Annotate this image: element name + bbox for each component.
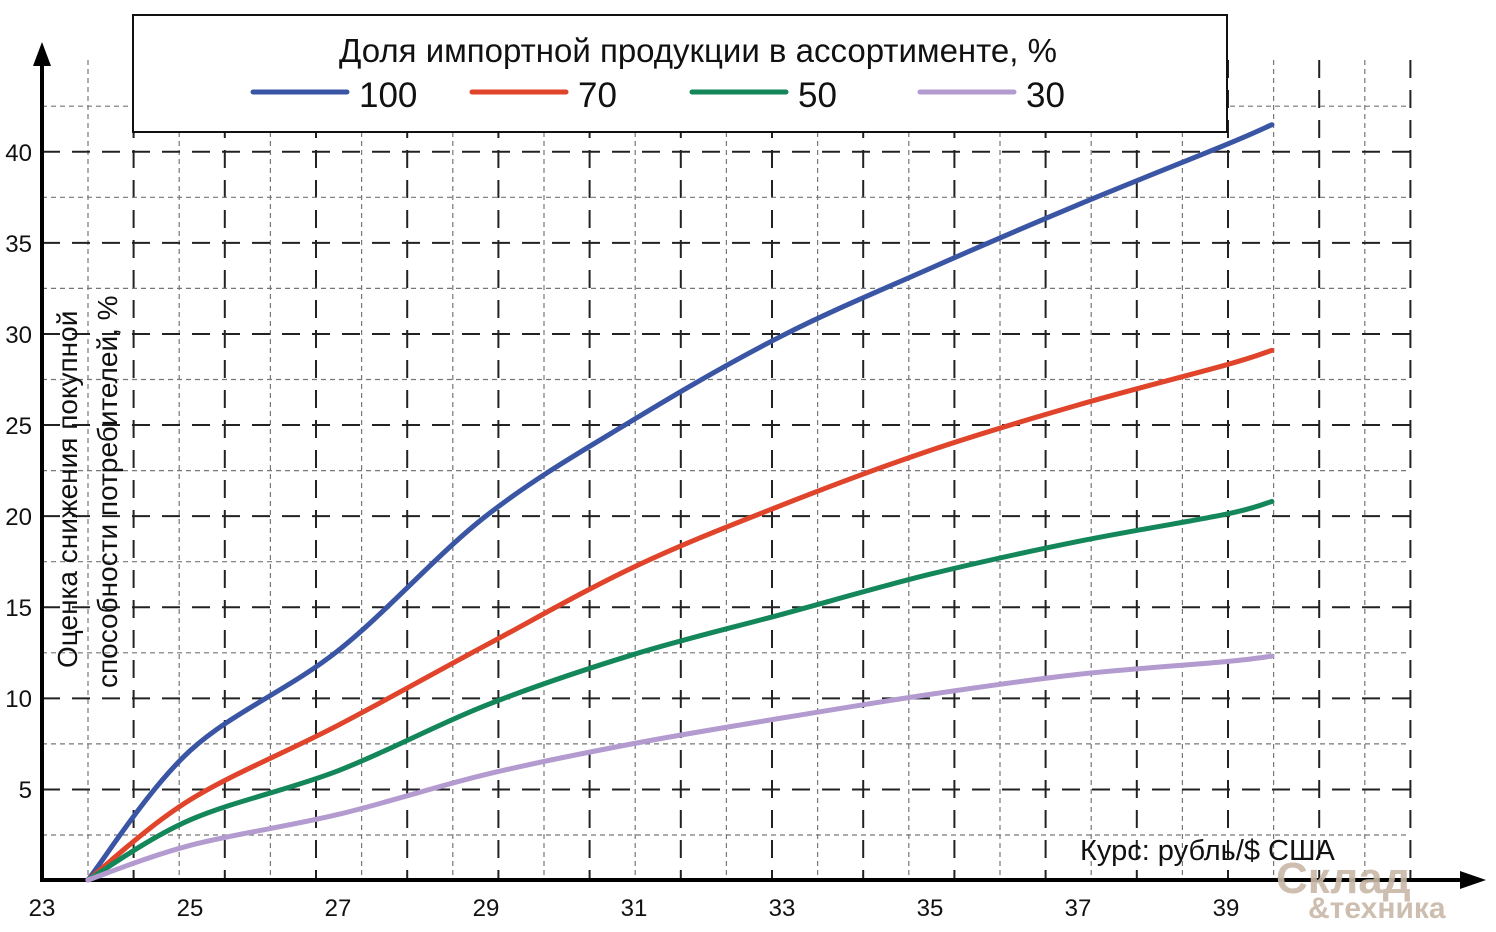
axes — [33, 42, 1486, 889]
x-axis-arrow — [1460, 871, 1486, 889]
series-line-100 — [85, 122, 1275, 883]
legend-label-100: 100 — [359, 76, 417, 115]
grid — [42, 60, 1412, 880]
x-tick-label: 35 — [917, 895, 944, 922]
watermark-line2: &техника — [1308, 892, 1446, 925]
y-tick-labels: 5 10 15 20 25 30 35 40 — [5, 140, 32, 804]
y-axis-label-line2: способности потребителей, % — [92, 295, 123, 688]
x-tick-label: 33 — [769, 895, 796, 922]
y-axis-label: Оценка снижения покупной способности пот… — [52, 295, 123, 688]
series-line-50 — [85, 498, 1275, 883]
x-tick-labels: 23 25 27 29 31 33 35 37 39 — [29, 895, 1240, 922]
x-tick-label: 37 — [1065, 895, 1092, 922]
y-tick-label: 25 — [5, 413, 32, 440]
y-tick-label: 5 — [19, 777, 32, 804]
series-line-30 — [85, 653, 1275, 883]
x-axis-label: Курс: рубль/$ США — [1080, 835, 1336, 867]
x-tick-label: 23 — [29, 895, 56, 922]
series-lines — [85, 122, 1275, 883]
y-tick-label: 10 — [5, 686, 32, 713]
y-tick-label: 15 — [5, 595, 32, 622]
legend-box — [132, 14, 1228, 133]
legend: Доля импортной продукции в ассортименте,… — [132, 14, 1228, 133]
x-tick-label: 39 — [1213, 895, 1240, 922]
y-tick-label: 35 — [5, 231, 32, 258]
x-tick-label: 31 — [621, 895, 648, 922]
legend-label-50: 50 — [798, 76, 837, 115]
y-tick-label: 20 — [5, 504, 32, 531]
y-tick-label: 40 — [5, 140, 32, 167]
legend-label-30: 30 — [1026, 76, 1065, 115]
watermark-logo: Склад &техника — [1276, 854, 1446, 925]
y-axis-label-line1: Оценка снижения покупной — [52, 311, 83, 668]
x-tick-label: 29 — [473, 895, 500, 922]
x-tick-label: 27 — [325, 895, 352, 922]
legend-label-70: 70 — [578, 76, 617, 115]
watermark-line1: Склад — [1276, 854, 1411, 903]
y-axis-arrow — [33, 42, 51, 66]
series-line-70 — [85, 347, 1275, 883]
x-tick-label: 25 — [177, 895, 204, 922]
y-tick-label: 30 — [5, 322, 32, 349]
legend-title: Доля импортной продукции в ассортименте,… — [339, 32, 1057, 69]
